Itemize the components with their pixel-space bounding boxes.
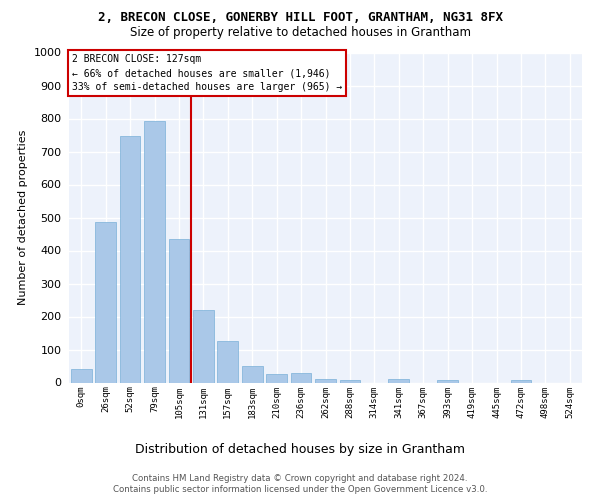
Bar: [340, 380, 361, 382]
Bar: [290, 374, 311, 382]
Bar: [315, 379, 336, 382]
Y-axis label: Number of detached properties: Number of detached properties: [18, 130, 28, 305]
Text: Contains HM Land Registry data © Crown copyright and database right 2024.
Contai: Contains HM Land Registry data © Crown c…: [113, 474, 487, 494]
Bar: [437, 380, 458, 382]
Bar: [71, 370, 92, 382]
Text: Distribution of detached houses by size in Grantham: Distribution of detached houses by size …: [135, 442, 465, 456]
Text: 2, BRECON CLOSE, GONERBY HILL FOOT, GRANTHAM, NG31 8FX: 2, BRECON CLOSE, GONERBY HILL FOOT, GRAN…: [97, 11, 503, 24]
Bar: [144, 121, 165, 382]
Text: 2 BRECON CLOSE: 127sqm
← 66% of detached houses are smaller (1,946)
33% of semi-: 2 BRECON CLOSE: 127sqm ← 66% of detached…: [71, 54, 342, 92]
Bar: [242, 366, 263, 382]
Bar: [169, 239, 190, 382]
Bar: [193, 310, 214, 382]
Bar: [95, 222, 116, 382]
Bar: [388, 379, 409, 382]
Bar: [119, 136, 140, 382]
Bar: [511, 380, 532, 382]
Bar: [217, 340, 238, 382]
Text: Size of property relative to detached houses in Grantham: Size of property relative to detached ho…: [130, 26, 470, 39]
Bar: [266, 374, 287, 382]
